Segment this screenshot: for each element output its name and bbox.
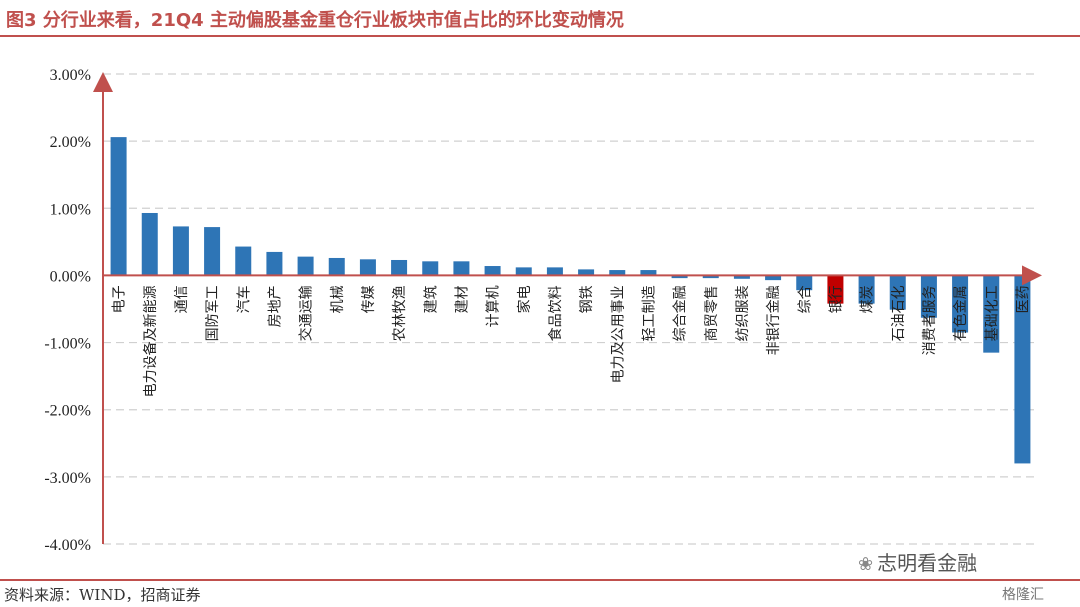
bar: [110, 137, 127, 276]
y-tick-label: -3.00%: [44, 470, 91, 487]
category-label: 通信: [174, 285, 190, 313]
y-tick-label: -2.00%: [44, 403, 91, 420]
category-label: 非银行金融: [766, 285, 782, 355]
y-tick-labels: 3.00% 2.00% 1.00% 0.00% -1.00% -2.00% -3.00% -4…: [44, 67, 91, 554]
category-label: 医药: [1015, 285, 1031, 313]
category-label: 建筑: [423, 285, 439, 313]
bar: [858, 275, 875, 304]
axes: [93, 72, 1042, 544]
category-label: 电子: [112, 285, 128, 313]
bar: [733, 275, 750, 279]
category-label: 银行: [828, 285, 844, 313]
category-label: 建材: [454, 285, 470, 313]
bar: [484, 266, 501, 276]
category-labels: 电子电力设备及新能源通信国防军工汽车房地产交通运输机械传媒农林牧渔建筑建材计算机…: [112, 285, 1032, 397]
bar: [952, 275, 969, 333]
brand-logo: 格隆汇: [1002, 587, 1044, 603]
y-tick-label: 2.00%: [50, 134, 91, 151]
category-label: 石油石化: [891, 285, 907, 341]
bar: [359, 259, 376, 276]
bar: [609, 270, 626, 276]
category-label: 汽车: [235, 285, 252, 313]
bar: [671, 275, 688, 279]
category-label: 机械: [330, 285, 346, 313]
bar: [515, 267, 532, 276]
category-label: 食品饮料: [547, 285, 564, 341]
bar: [827, 275, 844, 304]
category-label: 基础化工: [983, 285, 1000, 341]
footer-divider: [0, 579, 1080, 581]
bar: [640, 270, 657, 276]
bar: [204, 227, 221, 276]
bars: [110, 137, 1031, 464]
y-tick-label: 1.00%: [50, 201, 91, 218]
category-label: 有色金属: [952, 285, 969, 341]
category-label: 综合: [797, 285, 813, 313]
watermark-text: 志明看金融: [877, 551, 978, 575]
category-label: 家电: [516, 285, 533, 313]
category-label: 电力及公用事业: [610, 285, 626, 383]
category-label: 轻工制造: [641, 285, 657, 341]
bar: [578, 269, 595, 276]
category-label: 计算机: [486, 285, 502, 327]
category-label: 国防军工: [205, 285, 221, 341]
category-label: 农林牧渔: [392, 285, 408, 341]
category-label: 综合金融: [673, 285, 689, 341]
bar: [422, 261, 439, 276]
category-label: 煤炭: [860, 285, 876, 313]
category-label: 房地产: [267, 285, 283, 327]
bar: [297, 256, 314, 276]
category-label: 钢铁: [579, 285, 595, 313]
bar: [983, 275, 1000, 353]
source-note: 资料来源：WIND，招商证券: [4, 586, 201, 604]
bar: [266, 251, 283, 276]
y-tick-label: -4.00%: [44, 537, 91, 554]
bar: [546, 267, 563, 276]
bar: [391, 259, 408, 276]
title-divider: [0, 35, 1080, 37]
bar: [328, 257, 345, 276]
y-tick-label: -1.00%: [44, 336, 91, 353]
bar: [453, 261, 470, 276]
bar: [889, 275, 906, 310]
bar: [172, 226, 189, 276]
bar: [1014, 275, 1031, 464]
bar: [141, 212, 158, 276]
category-label: 商贸零售: [704, 285, 720, 341]
category-label: 纺织服装: [735, 285, 751, 341]
bar: [235, 246, 252, 276]
wechat-icon: ❀: [858, 554, 874, 575]
category-label: 交通运输: [298, 285, 315, 341]
category-label: 传媒: [361, 285, 377, 313]
bar: [920, 275, 937, 318]
chart-title: 图3 分行业来看，21Q4 主动偏股基金重仓行业板块市值占比的环比变动情况: [6, 10, 624, 31]
bar: [702, 275, 719, 279]
bar: [796, 275, 813, 291]
y-tick-label: 0.00%: [50, 268, 91, 285]
category-label: 电力设备及新能源: [142, 285, 159, 397]
y-tick-label: 3.00%: [50, 67, 91, 84]
category-label: 消费者服务: [922, 285, 938, 355]
bar: [765, 275, 782, 281]
watermark: ❀ 志明看金融: [858, 547, 977, 576]
